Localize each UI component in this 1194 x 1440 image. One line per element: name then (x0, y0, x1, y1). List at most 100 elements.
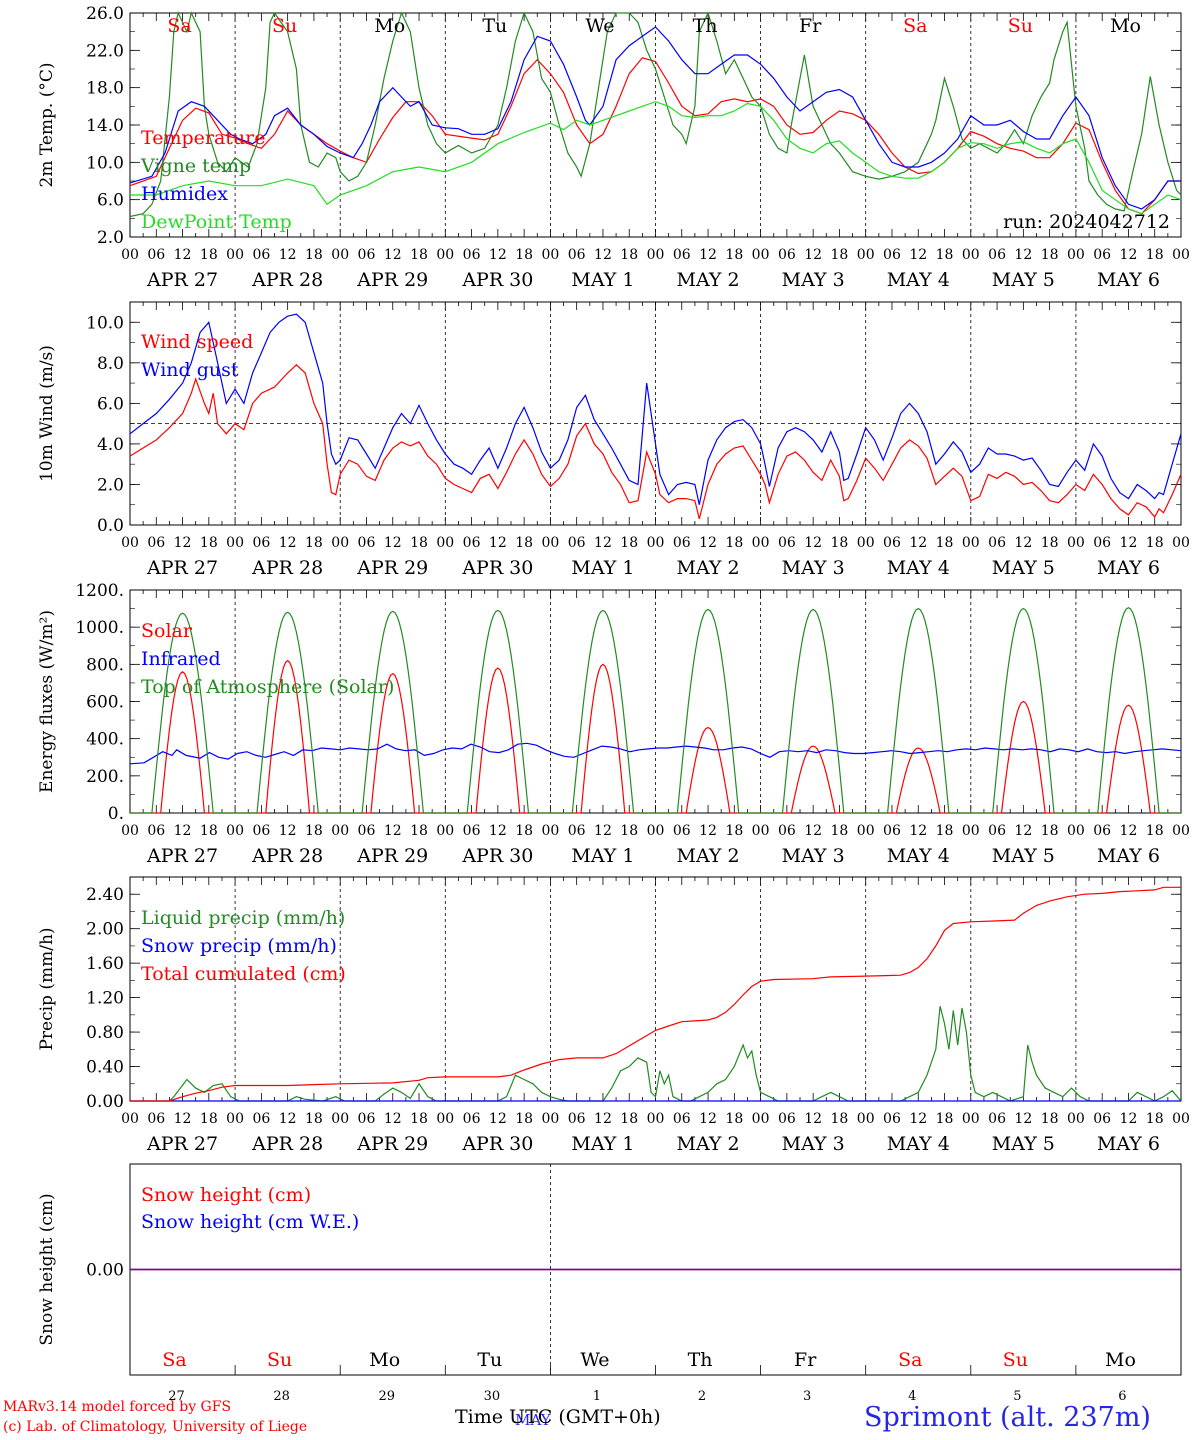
hour-tick-label: 18 (936, 535, 954, 551)
hour-tick-label: 12 (909, 823, 927, 839)
hour-tick-label: 18 (305, 823, 323, 839)
hour-tick-label: 12 (174, 1111, 192, 1127)
hour-tick-label: 18 (305, 1111, 323, 1127)
hour-tick-label: 18 (410, 247, 428, 263)
y-tick-label: 26.0 (86, 4, 124, 24)
series-line-vigne-temp (129, 11, 1182, 218)
date-label: APR 28 (251, 269, 323, 291)
y-tick-label: 0. (108, 804, 124, 824)
hour-tick-label: 06 (778, 823, 796, 839)
hour-tick-label: 12 (1120, 247, 1138, 263)
hour-tick-label: 12 (699, 247, 717, 263)
hour-tick-label: 18 (305, 535, 323, 551)
hour-tick-label: 06 (1093, 1111, 1111, 1127)
y-tick-label: 0.00 (86, 1092, 124, 1112)
hour-tick-label: 00 (541, 247, 559, 263)
hour-tick-label: 00 (1067, 823, 1085, 839)
legend-label: Snow height (cm) (141, 1184, 311, 1206)
hour-tick-label: 06 (358, 1111, 376, 1127)
chart-panel-precip: 0.00 0.40 0.80 1.20 1.60 2.00 2.40 Precip (mm/h… (37, 876, 1190, 1155)
date-label: APR 30 (461, 1133, 533, 1155)
hour-tick-label: 18 (1041, 823, 1059, 839)
hour-tick-label: 06 (883, 823, 901, 839)
legend-label: Wind speed (141, 331, 253, 353)
hour-tick-label: 12 (384, 823, 402, 839)
hour-tick-label: 00 (436, 535, 454, 551)
hour-tick-label: 06 (673, 535, 691, 551)
y-tick-label: 6.0 (97, 394, 124, 414)
hour-tick-label: 18 (831, 535, 849, 551)
hour-tick-label: 06 (883, 1111, 901, 1127)
hour-tick-label: 00 (752, 1111, 770, 1127)
footer-lab-credit: (c) Lab. of Climatology, University of L… (3, 1419, 308, 1435)
hour-tick-label: 18 (620, 1111, 638, 1127)
date-label: MAY 6 (1097, 557, 1160, 579)
date-label: MAY 3 (782, 269, 845, 291)
date-label: APR 29 (356, 845, 428, 867)
hour-tick-label: 00 (857, 247, 875, 263)
hour-tick-label: 00 (436, 1111, 454, 1127)
hour-tick-label: 18 (1041, 247, 1059, 263)
hour-tick-label: 12 (804, 535, 822, 551)
date-label: APR 30 (461, 557, 533, 579)
day-number-label: 28 (273, 1389, 290, 1404)
hour-tick-label: 12 (909, 247, 927, 263)
y-tick-label: 200. (86, 767, 124, 787)
hour-tick-label: 18 (936, 1111, 954, 1127)
hour-tick-label: 12 (1014, 247, 1032, 263)
hour-tick-label: 06 (673, 247, 691, 263)
legend-label: Liquid precip (mm/h) (141, 907, 345, 929)
date-label: APR 27 (146, 557, 218, 579)
date-label: MAY 6 (1097, 1133, 1160, 1155)
hour-tick-label: 12 (489, 823, 507, 839)
hour-tick-label: 18 (200, 535, 218, 551)
date-label: MAY 5 (992, 557, 1055, 579)
hour-tick-label: 00 (1067, 535, 1085, 551)
date-label: MAY 1 (571, 845, 634, 867)
hour-tick-label: 18 (725, 535, 743, 551)
hour-tick-label: 12 (489, 535, 507, 551)
date-label: MAY 5 (992, 845, 1055, 867)
hour-tick-label: 00 (121, 1111, 139, 1127)
month-label: MAY (515, 1411, 552, 1429)
y-tick-label: 1000. (75, 618, 124, 638)
hour-tick-label: 18 (831, 823, 849, 839)
hour-tick-label: 12 (489, 1111, 507, 1127)
weekday-label: Sa (167, 15, 191, 37)
date-label: MAY 6 (1097, 845, 1160, 867)
weekday-label: Tu (477, 1349, 502, 1371)
chart-panel-temperature: 2.0 6.0 10.0 14.0 18.0 22.0 26.0 2m Temp. (°C) T… (37, 4, 1190, 291)
hour-tick-label: 12 (1120, 535, 1138, 551)
hour-tick-label: 12 (699, 823, 717, 839)
hour-tick-label: 18 (1041, 535, 1059, 551)
date-label: APR 28 (251, 557, 323, 579)
hour-tick-label: 06 (463, 823, 481, 839)
y-tick-label: 6.0 (97, 191, 124, 211)
y-tick-label: 4.0 (97, 435, 124, 455)
hour-tick-label: 12 (279, 247, 297, 263)
y-axis-title: Snow height (cm) (37, 1193, 57, 1345)
legend-label: Wind gust (141, 359, 239, 381)
hour-tick-label: 00 (436, 823, 454, 839)
hour-tick-label: 00 (1172, 535, 1190, 551)
y-tick-label: 0.0 (97, 516, 124, 536)
weekday-label: Fr (799, 15, 822, 37)
hour-tick-label: 18 (305, 247, 323, 263)
hour-tick-label: 12 (594, 247, 612, 263)
y-axis-title: Energy fluxes (W/m²) (37, 610, 57, 793)
plot-frame (129, 301, 1182, 526)
series-line-wind-gust (129, 313, 1182, 505)
day-number-label: 4 (908, 1389, 916, 1404)
date-label: MAY 2 (677, 845, 740, 867)
hour-tick-label: 06 (568, 1111, 586, 1127)
hour-tick-label: 12 (909, 535, 927, 551)
hour-tick-label: 06 (147, 1111, 165, 1127)
hour-tick-label: 00 (331, 535, 349, 551)
hour-tick-label: 12 (174, 535, 192, 551)
hour-tick-label: 12 (174, 247, 192, 263)
hour-tick-label: 18 (831, 1111, 849, 1127)
hour-tick-label: 12 (1014, 535, 1032, 551)
date-label: MAY 4 (887, 557, 950, 579)
hour-tick-label: 00 (331, 247, 349, 263)
